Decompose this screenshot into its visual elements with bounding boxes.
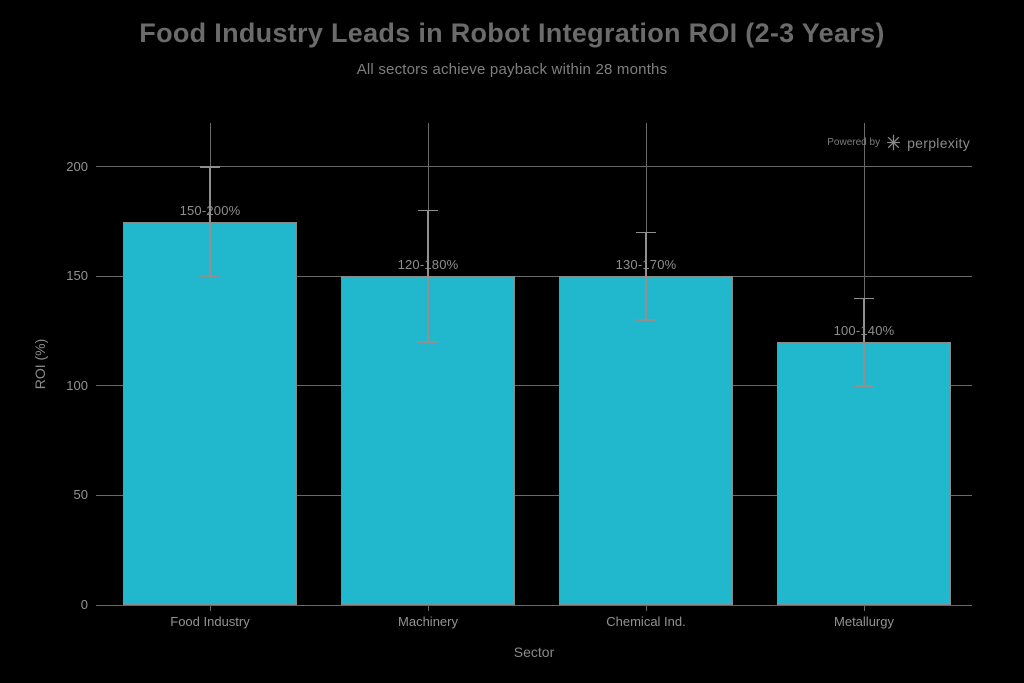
- error-bar-machinery: [427, 210, 429, 343]
- perplexity-wordmark: perplexity: [907, 134, 970, 151]
- error-bar-cap-bottom: [636, 319, 656, 321]
- x-tick-mark: [863, 605, 865, 611]
- chart-subtitle: All sectors achieve payback within 28 mo…: [356, 61, 668, 78]
- x-tick-mark: [209, 605, 211, 611]
- x-tick-label-chemical-ind: Chemical Ind.: [606, 614, 686, 629]
- perplexity-logo-icon: [885, 134, 902, 151]
- y-tick-label: 150: [66, 268, 88, 284]
- powered-by-text: Powered by: [827, 137, 881, 148]
- bar-value-label: 150-200%: [179, 202, 241, 218]
- powered-by-watermark: Powered by perplexity: [827, 134, 970, 151]
- y-gridline-150: [96, 275, 972, 277]
- bar-chemical-ind: [559, 276, 733, 605]
- bar-food-industry: [123, 221, 297, 605]
- bar-value-label: 100-140%: [833, 323, 895, 339]
- error-bar-food-industry: [209, 166, 211, 277]
- error-bar-cap-top: [636, 231, 656, 234]
- error-bar-cap-bottom: [418, 341, 438, 343]
- y-tick-label: 200: [66, 158, 88, 174]
- y-tick-label: 100: [66, 377, 88, 393]
- y-tick-label: 50: [73, 487, 88, 503]
- y-gridline-0: [96, 604, 972, 606]
- x-tick-mark: [645, 605, 647, 611]
- y-gridline-50: [96, 494, 972, 496]
- x-tick-label-metallurgy: Metallurgy: [834, 614, 894, 629]
- x-tick-label-food-industry: Food Industry: [170, 614, 250, 629]
- error-bar-cap-bottom: [200, 275, 220, 278]
- error-bar-cap-top: [854, 297, 874, 300]
- y-gridline-200: [96, 166, 972, 168]
- y-tick-label: 0: [80, 597, 88, 612]
- x-tick-mark: [427, 605, 429, 611]
- error-bar-cap-top: [418, 209, 438, 212]
- error-bar-cap-bottom: [854, 385, 874, 387]
- x-axis-title: Sector: [513, 644, 555, 660]
- bar-value-label: 130-170%: [615, 257, 677, 273]
- bar-value-label: 120-180%: [397, 257, 459, 273]
- error-bar-cap-top: [200, 166, 220, 168]
- error-bar-chemical-ind: [645, 232, 647, 321]
- chart-title: Food Industry Leads in Robot Integration…: [139, 18, 885, 48]
- y-gridline-100: [96, 385, 972, 387]
- error-bar-metallurgy: [863, 298, 865, 386]
- x-tick-label-machinery: Machinery: [398, 614, 458, 629]
